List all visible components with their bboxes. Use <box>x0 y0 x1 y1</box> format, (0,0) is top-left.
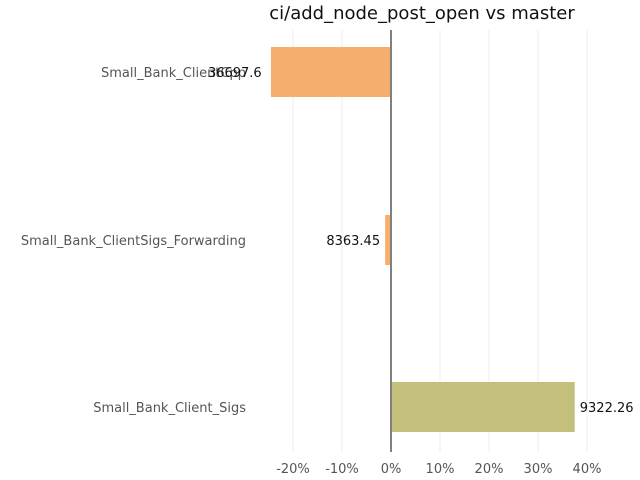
data-labels: 36697.6 8363.45 9322.26 <box>208 66 634 416</box>
x-tick-label-4: 20% <box>475 462 504 477</box>
x-tick-label-1: -10% <box>325 462 359 477</box>
x-tick-label-3: 10% <box>426 462 455 477</box>
bar-0 <box>270 47 391 97</box>
category-label-0: Small_Bank_ClientCpp <box>101 66 246 81</box>
x-tick-label-5: 30% <box>524 462 553 477</box>
bar-1 <box>385 215 391 265</box>
data-label-2: 9322.26 <box>580 401 634 416</box>
chart-title: ci/add_node_post_open vs master <box>269 3 575 24</box>
bars <box>270 47 575 432</box>
x-tick-label-2: 0% <box>381 462 402 477</box>
category-label-1: Small_Bank_ClientSigs_Forwarding <box>21 234 246 249</box>
bar-2 <box>391 382 575 432</box>
data-label-0: 36697.6 <box>208 66 262 81</box>
x-tick-labels: -20% -10% 0% 10% 20% 30% 40% <box>276 462 601 477</box>
x-tick-label-6: 40% <box>573 462 602 477</box>
category-labels: Small_Bank_ClientCpp Small_Bank_ClientSig… <box>21 66 246 416</box>
category-label-2: Small_Bank_Client_Sigs <box>93 401 246 416</box>
x-tick-label-0: -20% <box>276 462 310 477</box>
data-label-1: 8363.45 <box>326 234 380 249</box>
